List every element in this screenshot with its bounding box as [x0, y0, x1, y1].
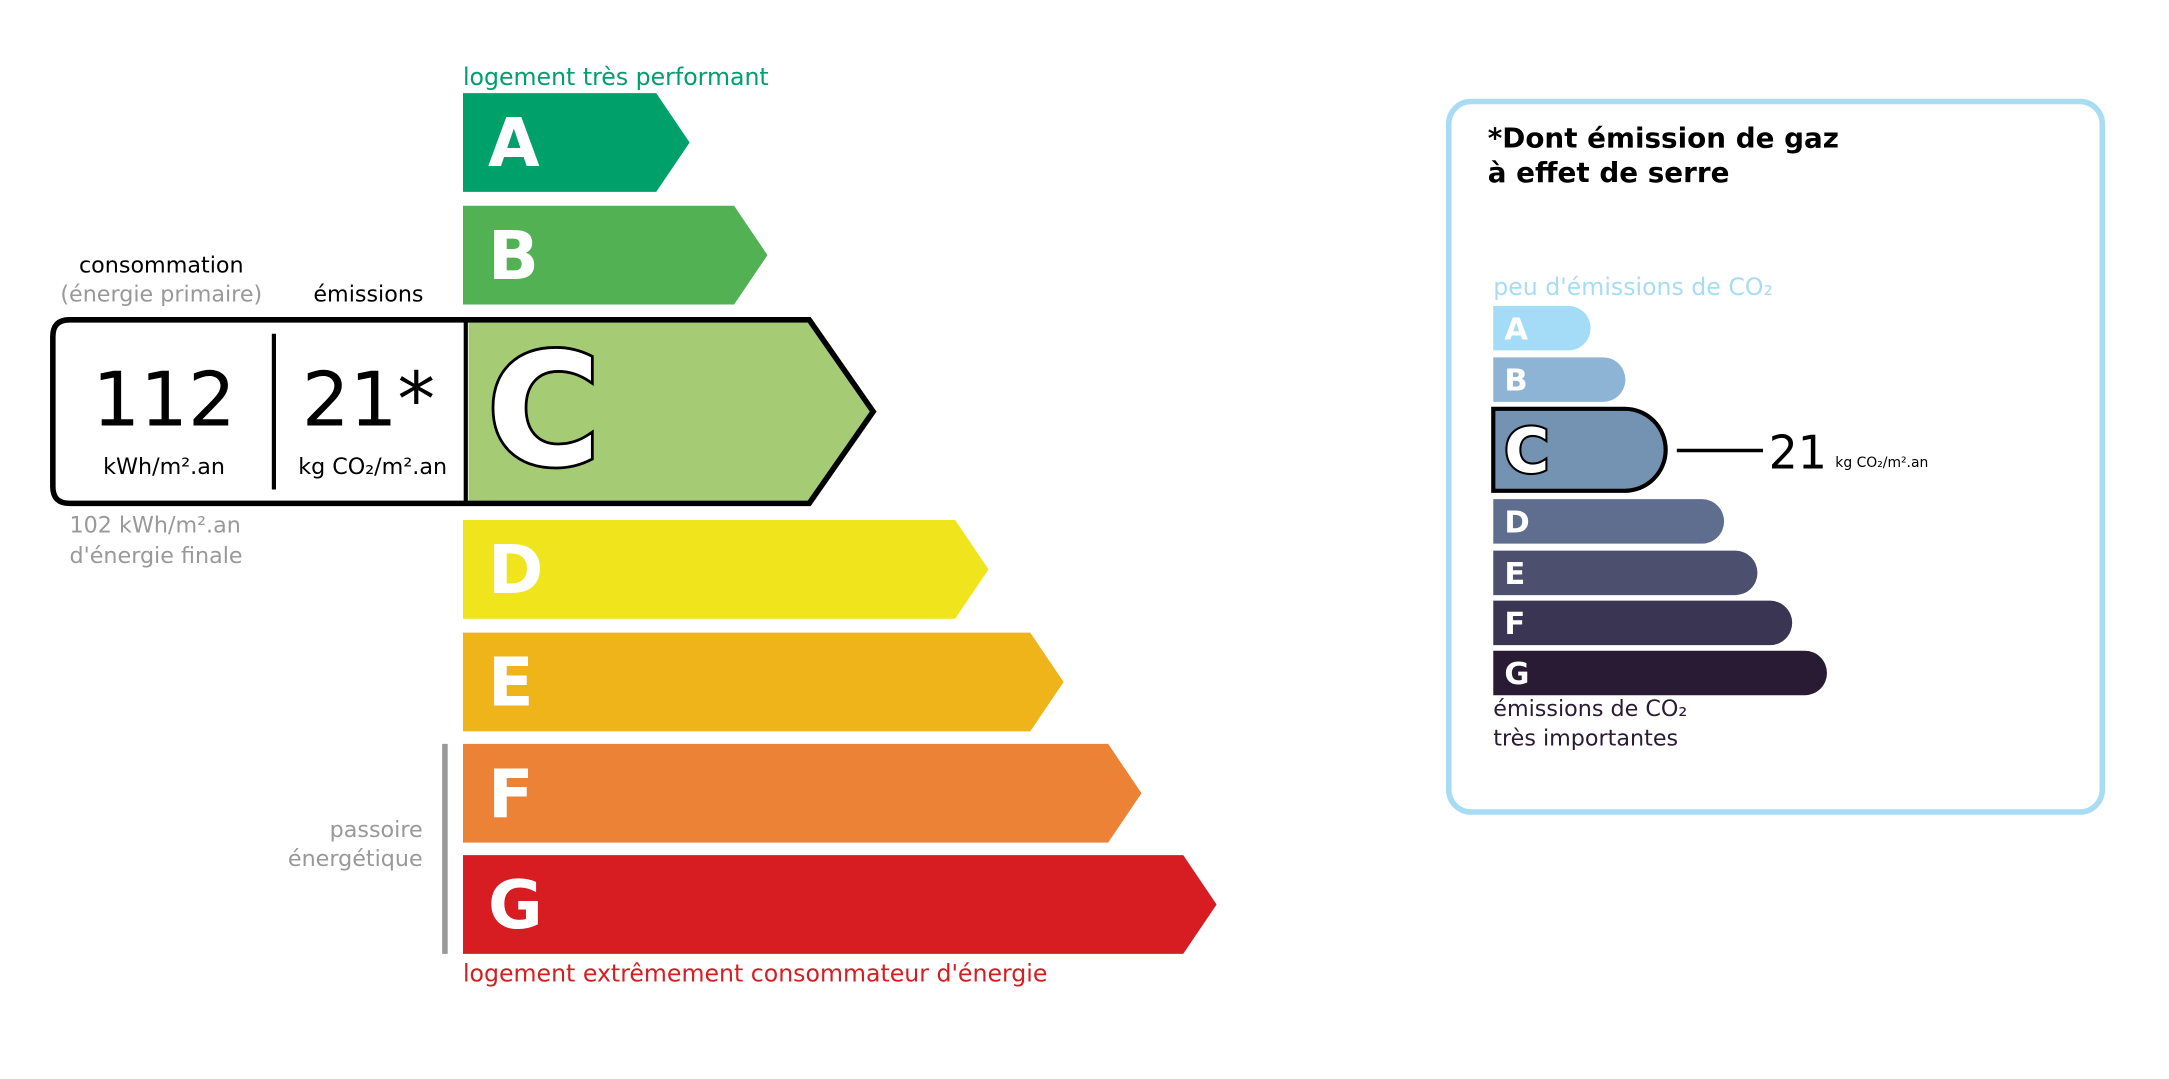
ges-value: 21 [1769, 426, 1827, 480]
consumption-subtitle: (énergie primaire) [60, 282, 262, 308]
ges-title-2: à effet de serre [1488, 156, 1730, 189]
ges-title-1: *Dont émission de gaz [1488, 121, 1839, 154]
ges-top-label: peu d'émissions de CO₂ [1493, 273, 1773, 301]
energy-class-letter: A [488, 104, 540, 182]
energy-class-g-bar [462, 855, 1217, 954]
ges-class-letter: E [1504, 557, 1525, 592]
ges-class-letter: B [1504, 364, 1527, 399]
energy-class-e-bar [462, 632, 1064, 732]
energy-class-letter: G [488, 866, 543, 944]
ges-bottom-label-2: très importantes [1493, 725, 1678, 751]
energy-class-d-bar [462, 520, 989, 619]
ges-bottom-label-1: émissions de CO₂ [1493, 696, 1687, 722]
ges-class-d-bar [1493, 499, 1725, 544]
ges-class-letter: C [1504, 416, 1549, 487]
current-value-box [50, 317, 877, 507]
emissions-title: émissions [313, 282, 423, 308]
ges-class-letter: A [1504, 312, 1528, 347]
ges-class-e-bar [1493, 550, 1758, 596]
top-label: logement très performant [463, 63, 769, 91]
ges-class-letter: G [1504, 657, 1529, 692]
ges-class-c-bar [1491, 406, 1668, 493]
passoire-label-1: passoire [330, 817, 423, 843]
final-energy-value: 102 kWh/m².an [70, 513, 241, 539]
energy-class-f-bar [462, 743, 1142, 843]
bottom-label: logement extrêmement consommateur d'éner… [463, 960, 1047, 988]
ges-class-g-bar [1493, 650, 1827, 696]
energy-class-letter: F [488, 755, 534, 833]
ges-class-letter: F [1504, 607, 1525, 642]
final-energy-label: d'énergie finale [70, 543, 243, 569]
energy-class-letter: C [487, 319, 601, 501]
energy-class-letter: B [488, 217, 539, 295]
ges-class-b-bar [1493, 357, 1626, 402]
consumption-value: 112 [92, 355, 235, 443]
emissions-unit: kg CO₂/m².an [298, 454, 447, 480]
ges-class-letter: D [1504, 506, 1529, 541]
ges-class-f-bar [1493, 600, 1793, 646]
energy-class-letter: E [488, 644, 534, 722]
energy-class-a-bar [462, 93, 690, 192]
consumption-title: consommation [79, 253, 244, 279]
passoire-label-2: énergétique [288, 846, 423, 872]
energy-class-c-bar [468, 322, 871, 501]
energy-class-b-bar [462, 205, 768, 305]
energy-class-letter: D [488, 531, 543, 609]
ges-unit: kg CO₂/m².an [1835, 455, 1928, 471]
ges-class-a-bar [1493, 305, 1591, 351]
emissions-value: 21* [302, 355, 435, 443]
consumption-unit: kWh/m².an [103, 454, 225, 480]
